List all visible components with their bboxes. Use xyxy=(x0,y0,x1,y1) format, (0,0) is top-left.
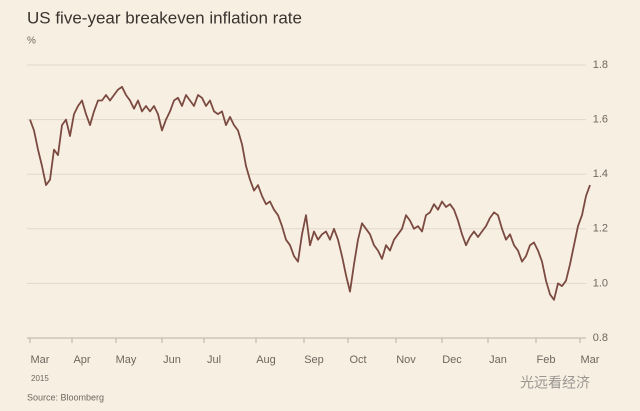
x-tick-label: Jul xyxy=(207,354,221,366)
x-tick-label: Mar xyxy=(581,354,600,366)
x-tick-label: Apr xyxy=(73,354,90,366)
y-tick-label: 1.6 xyxy=(593,114,608,126)
x-tick-label: Aug xyxy=(256,354,276,366)
y-tick-label: 1.4 xyxy=(593,168,608,180)
x-tick-label: Oct xyxy=(349,354,366,366)
source: Source: Bloomberg xyxy=(27,392,104,402)
year-label: 2015 xyxy=(31,374,49,383)
y-tick-label: 1.8 xyxy=(593,59,608,71)
x-tick-label: Mar xyxy=(31,354,50,366)
watermark: 光远看经济 xyxy=(520,375,590,391)
y-tick-label: 1.0 xyxy=(593,277,608,289)
x-tick-label: Sep xyxy=(304,354,324,366)
x-tick-label: Dec xyxy=(442,354,462,366)
y-tick-label: 0.8 xyxy=(593,332,608,344)
x-tick-label: Jan xyxy=(489,354,507,366)
x-tick-label: Jun xyxy=(163,354,181,366)
x-tick-label: May xyxy=(116,354,137,366)
x-tick-label: Nov xyxy=(396,354,416,366)
chart-title: US five-year breakeven inflation rate xyxy=(27,8,302,27)
line xyxy=(29,85,591,301)
x-tick-label: Feb xyxy=(537,354,556,366)
y-tick-label: 1.2 xyxy=(593,223,608,235)
y-unit: % xyxy=(27,36,36,47)
